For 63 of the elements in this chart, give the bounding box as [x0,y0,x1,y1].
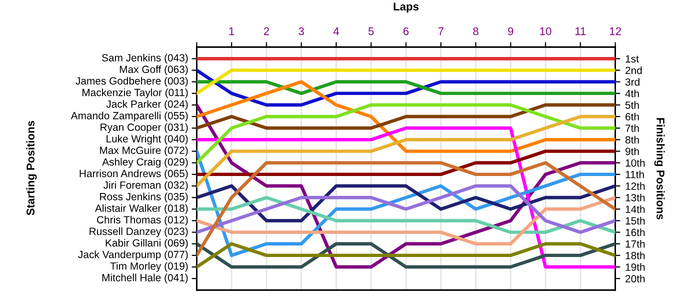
series-label: Max Goff (063) [120,65,188,76]
line-series [196,196,616,234]
x-tick-label: 8 [473,27,478,36]
series-label: Kabir Gillani (069) [106,238,188,249]
line-series [196,196,616,246]
y2-tick-label: 1st [626,55,639,63]
series-label: Ross Jenkins (035) [100,192,188,202]
y2-tick-label: 20th [626,274,645,282]
x-tick-label: 9 [508,27,514,36]
y2-tick-label: 9th [626,147,639,156]
line-series [196,114,616,188]
x-tick-label: 3 [298,27,304,36]
y2-tick-label: 11th [626,170,644,178]
y2-tick-label: 15th [626,216,645,225]
x-tick-label: 10 [540,27,552,36]
x-tick-label: 6 [403,27,409,36]
y2-tick-label: 17th [626,240,645,248]
series-label: Ryan Cooper (031) [100,123,188,133]
x-tick-label: 11 [575,27,586,36]
y2-tick-label: 7th [626,124,639,132]
line-series [196,68,616,107]
series-label: James Godbehere (003) [76,76,188,87]
x-tick-label: 12 [610,27,621,36]
line-series [196,184,616,222]
series-label: Alistair Walker (018) [95,204,188,214]
y2-tick-label: 6th [626,112,639,120]
y2-tick-label: 13th [626,194,645,202]
y2-tick-label: 5th [625,101,639,109]
series-label: Russell Danzey (023) [90,227,188,238]
series-label: Ashley Craig (029) [102,158,188,168]
x-tick-label: 4 [333,27,339,36]
line-series [196,103,616,164]
x-tick-label: 5 [368,27,374,36]
y2-tick-label: 10th [626,159,645,167]
y2-tick-label: 4th [625,90,639,98]
line-series [196,184,616,234]
y2-tick-label: 3rd [625,78,640,86]
series-label: Jack Vanderpump (077) [78,250,188,260]
y2-tick-label: 18th [626,252,645,260]
series-label: Sam Jenkins (043) [102,54,188,64]
series-label: Chris Thomas (012) [97,216,188,226]
series-label: Tim Morley (019) [110,262,188,272]
y2-tick-label: 8th [625,136,639,144]
x-tick-label: 2 [264,27,269,36]
y2-axis-title: Finishing Positions [654,118,665,220]
text: Mitchell Hale (041) [102,274,188,284]
series-label: Luke Wright (040) [106,134,188,145]
y2-tick-label: 12th [626,182,645,190]
x-tick-label: 7 [438,27,444,36]
y2-tick-label: 14th [626,205,645,213]
y2-tick-label: 2nd [626,66,642,74]
series-label: Max McGuire (072) [100,146,188,156]
line-series [196,80,616,153]
series-label: Amando Zamparelli (055) [70,112,188,122]
series-label: Harrison Andrews (065) [80,170,188,180]
y2-tick-label: 19th [626,263,645,271]
series-label: Jiri Foreman (032) [103,181,188,191]
text: Starting Positions [26,120,37,216]
y2-tick-label: 16th [626,228,645,236]
x-tick-label: 1 [229,27,234,36]
series-label: Mackenzie Taylor (011) [82,88,188,98]
series-label: Jack Parker (024) [106,100,188,110]
x-axis-title: Laps [394,2,419,13]
